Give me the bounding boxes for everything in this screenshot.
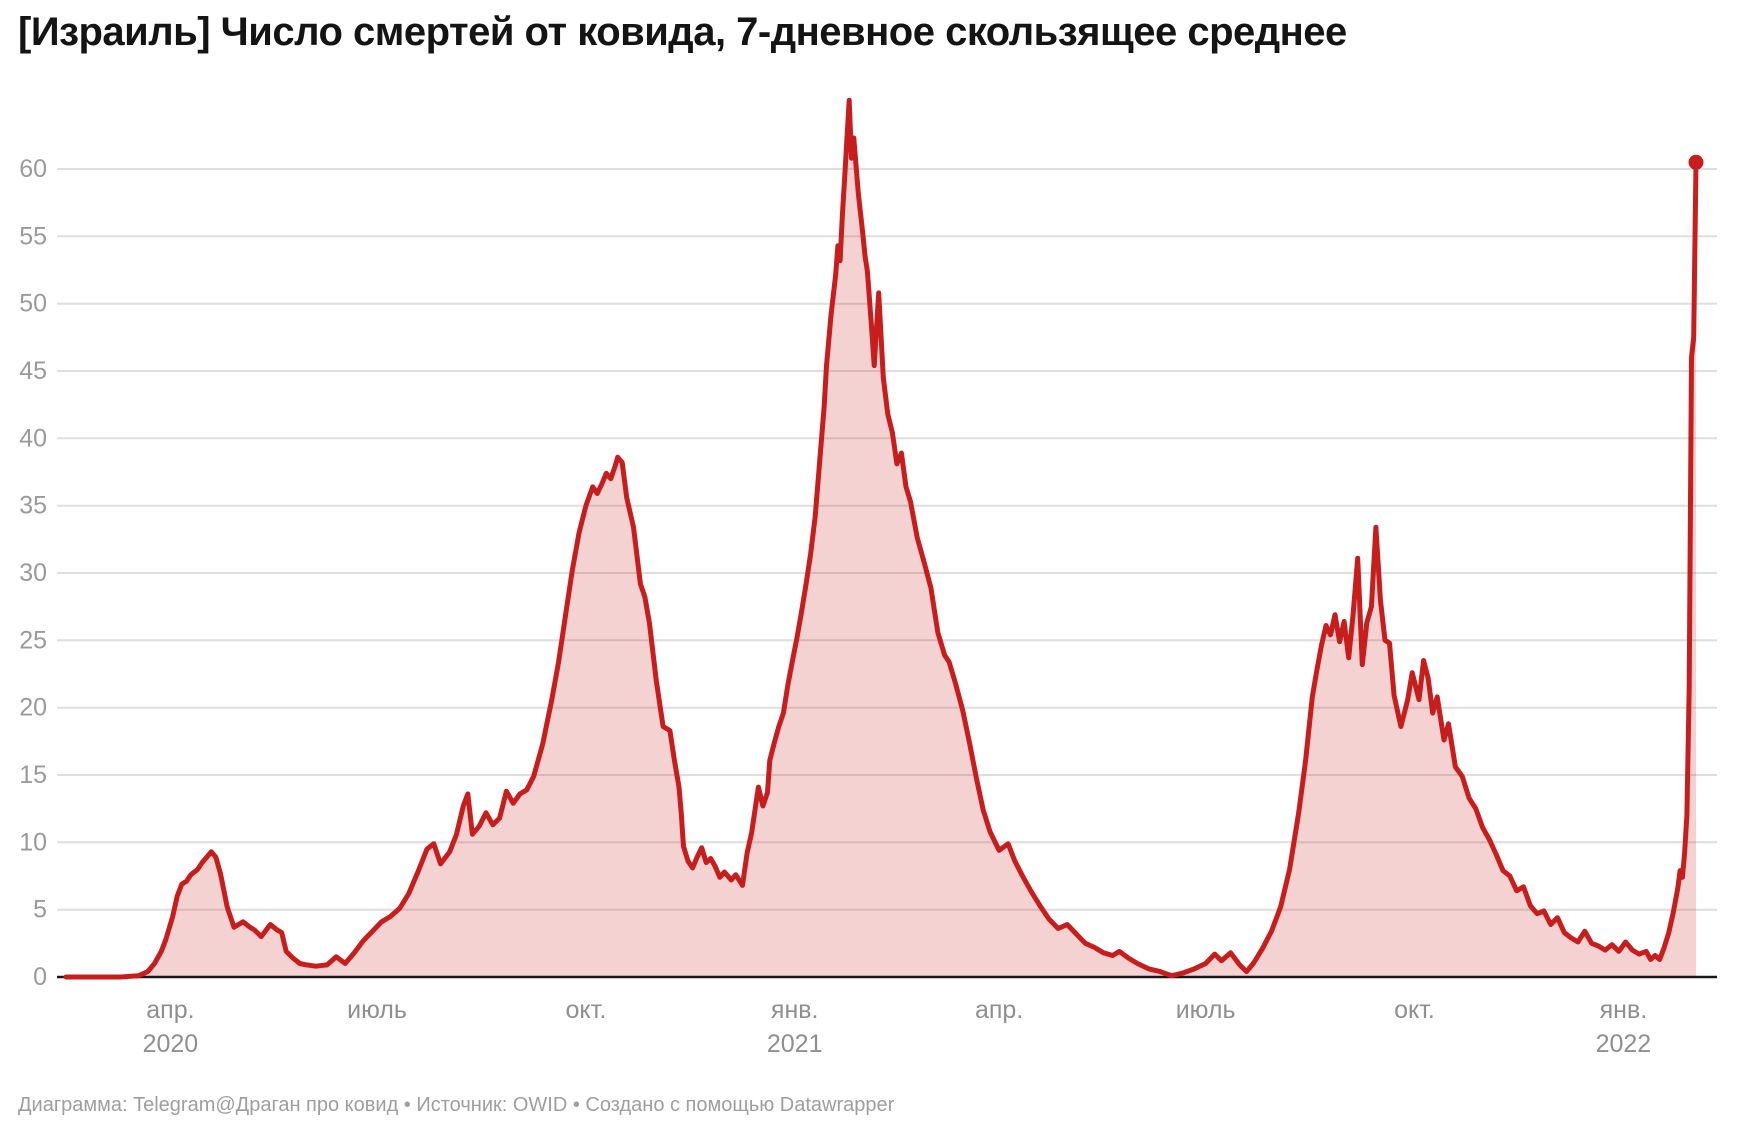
svg-text:45: 45 [19, 357, 47, 385]
gridlines [57, 168, 1717, 911]
svg-text:35: 35 [19, 492, 47, 520]
svg-text:июль: июль [347, 996, 407, 1024]
page-title: [Израиль] Число смертей от ковида, 7-дне… [18, 10, 1347, 54]
svg-text:2020: 2020 [143, 1030, 199, 1058]
last-point-dot [1688, 154, 1704, 170]
svg-text:5: 5 [33, 896, 47, 924]
svg-text:55: 55 [19, 222, 47, 250]
svg-text:июль: июль [1176, 996, 1236, 1024]
svg-text:40: 40 [19, 424, 47, 452]
y-axis-labels: 0 5 10 15 20 25 30 35 40 45 50 55 60 [19, 155, 47, 991]
svg-text:60: 60 [19, 155, 47, 183]
svg-text:апр.: апр. [146, 996, 194, 1024]
attribution-footer: Диаграмма: Telegram@Драган про ковид • И… [18, 1094, 895, 1116]
svg-text:апр.: апр. [975, 996, 1023, 1024]
line-series [63, 97, 1699, 980]
svg-text:25: 25 [19, 626, 47, 654]
x-axis-labels: апр. 2020 июль окт. янв. 2021 апр. июль окт. янв.… [143, 996, 1652, 1058]
svg-text:15: 15 [19, 761, 47, 789]
svg-text:20: 20 [19, 694, 47, 722]
svg-text:окт.: окт. [566, 996, 607, 1024]
svg-text:янв.: янв. [771, 996, 819, 1024]
svg-text:2022: 2022 [1596, 1030, 1652, 1058]
svg-text:янв.: янв. [1600, 996, 1648, 1024]
svg-text:50: 50 [19, 290, 47, 318]
svg-text:10: 10 [19, 828, 47, 856]
svg-text:30: 30 [19, 559, 47, 587]
area-fill [66, 100, 1696, 978]
svg-text:0: 0 [33, 963, 47, 991]
svg-text:окт.: окт. [1394, 996, 1435, 1024]
svg-text:2021: 2021 [767, 1030, 823, 1058]
